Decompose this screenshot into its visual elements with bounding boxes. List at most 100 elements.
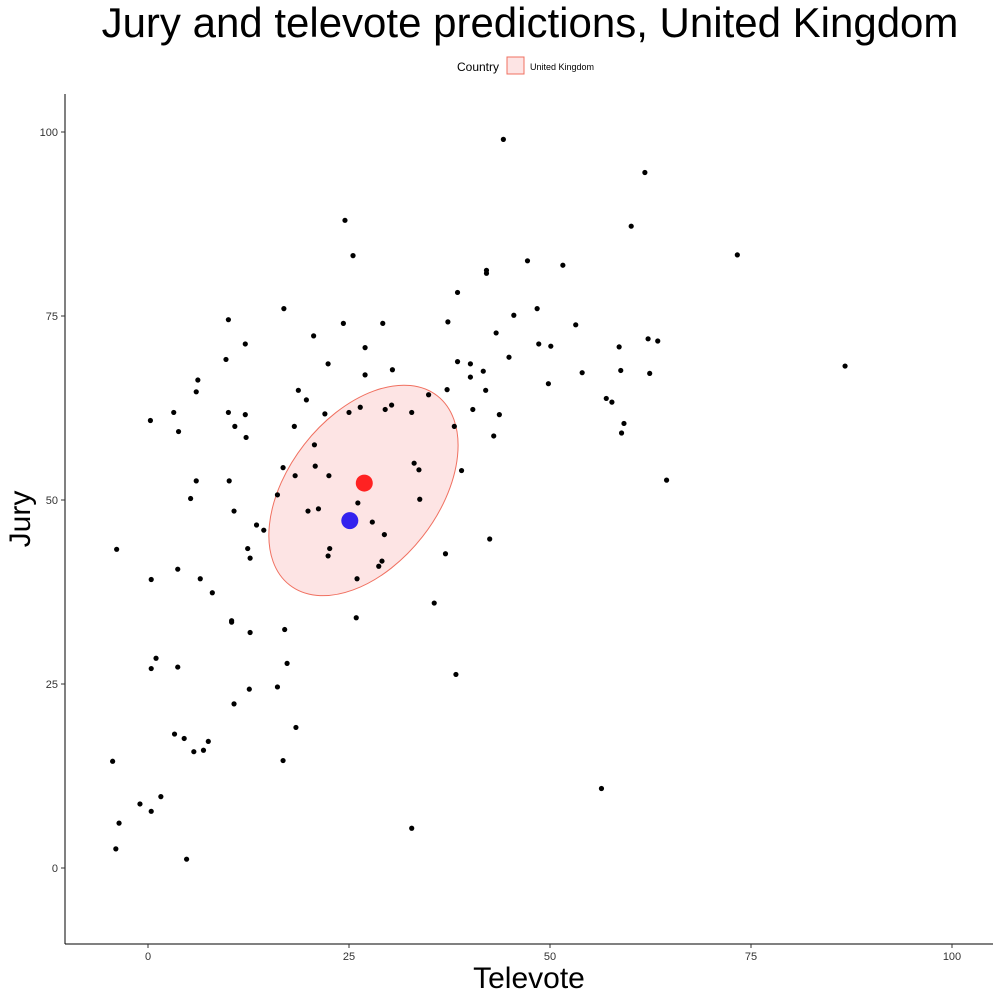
data-point-73 [312, 463, 318, 469]
data-point-129 [598, 785, 605, 792]
data-point-72 [411, 460, 417, 466]
y-axis-title: Jury [4, 491, 37, 548]
data-point-92 [381, 531, 387, 538]
data-point-10 [454, 289, 461, 296]
data-point-82 [274, 492, 281, 498]
data-point-41 [195, 377, 201, 383]
data-point-60 [409, 409, 415, 416]
data-point-96 [114, 546, 120, 552]
data-point-131 [137, 801, 143, 807]
data-point-75 [416, 467, 422, 473]
legend-label-united-kingdom: United Kingdom [530, 62, 594, 72]
data-point-40 [467, 374, 474, 380]
data-point-36 [579, 370, 585, 376]
data-point-45 [444, 387, 450, 393]
data-point-55 [171, 409, 177, 416]
y-axis-ticks: 0 25 50 75 100 [40, 127, 65, 875]
data-point-115 [148, 665, 154, 672]
data-point-23 [242, 341, 248, 347]
data-point-67 [175, 428, 182, 435]
data-point-52 [357, 404, 363, 410]
legend: Country United Kingdom [457, 56, 594, 75]
data-point-15 [340, 320, 346, 326]
data-point-123 [181, 735, 187, 742]
data-point-127 [110, 758, 116, 764]
data-point-35 [480, 368, 486, 374]
data-point-107 [431, 600, 437, 606]
legend-swatch-united-kingdom [506, 56, 525, 75]
data-point-84 [417, 496, 423, 502]
data-point-117 [453, 671, 459, 678]
data-point-100 [379, 558, 385, 564]
x-tick-label-2: 50 [544, 951, 556, 963]
data-point-78 [326, 473, 332, 479]
data-point-27 [362, 345, 368, 351]
data-point-81 [663, 477, 670, 483]
data-point-59 [346, 409, 352, 416]
highlight-point-1 [341, 512, 359, 530]
data-point-57 [242, 412, 248, 418]
data-point-63 [621, 420, 627, 427]
data-point-97 [325, 553, 331, 559]
data-point-26 [616, 344, 622, 350]
data-point-13 [511, 312, 517, 318]
data-point-14 [225, 317, 231, 323]
data-point-22 [655, 338, 661, 344]
y-tick-label-3: 75 [46, 311, 58, 323]
data-point-48 [303, 397, 309, 403]
data-point-89 [369, 519, 375, 525]
data-point-102 [175, 566, 181, 572]
data-point-134 [409, 825, 415, 831]
data-point-103 [148, 576, 154, 583]
data-point-50 [609, 399, 615, 405]
data-point-12 [534, 306, 540, 312]
data-point-68 [243, 434, 249, 441]
data-point-18 [573, 322, 579, 328]
data-point-16 [380, 320, 386, 326]
data-point-30 [325, 361, 331, 367]
data-point-71 [311, 442, 318, 448]
data-point-9 [483, 270, 490, 276]
data-point-62 [147, 417, 154, 424]
data-point-77 [292, 473, 298, 479]
data-point-98 [247, 555, 253, 561]
data-point-29 [506, 354, 512, 360]
data-point-37 [618, 367, 624, 374]
x-tick-label-0: 0 [145, 951, 151, 963]
data-point-105 [354, 576, 360, 582]
data-point-0 [500, 136, 506, 142]
data-point-136 [183, 856, 190, 862]
data-point-121 [293, 724, 299, 731]
data-point-1 [642, 169, 648, 176]
data-point-56 [225, 409, 231, 416]
y-tick-label-1: 25 [46, 679, 58, 691]
data-point-43 [193, 389, 199, 395]
data-point-7 [560, 262, 566, 268]
data-point-44 [295, 387, 301, 393]
data-point-135 [113, 846, 119, 852]
data-point-61 [496, 412, 502, 418]
data-point-106 [209, 590, 215, 596]
data-point-110 [229, 619, 235, 625]
data-point-65 [291, 423, 297, 429]
data-point-69 [491, 433, 497, 439]
data-point-83 [188, 495, 194, 502]
data-point-116 [175, 664, 181, 670]
data-point-54 [470, 406, 476, 413]
data-point-42 [545, 381, 551, 387]
data-point-88 [315, 506, 322, 512]
data-points [110, 136, 848, 862]
data-point-19 [493, 330, 499, 336]
data-point-112 [247, 629, 253, 636]
data-point-64 [232, 423, 238, 429]
data-point-130 [158, 794, 164, 800]
data-point-51 [389, 402, 395, 408]
data-point-118 [246, 686, 252, 692]
data-point-5 [734, 252, 740, 258]
data-point-34 [389, 367, 396, 373]
data-point-104 [197, 576, 203, 582]
x-axis-title: Televote [473, 962, 585, 995]
data-point-87 [305, 508, 311, 514]
data-point-74 [280, 465, 286, 471]
y-tick-label-0: 0 [52, 863, 58, 875]
